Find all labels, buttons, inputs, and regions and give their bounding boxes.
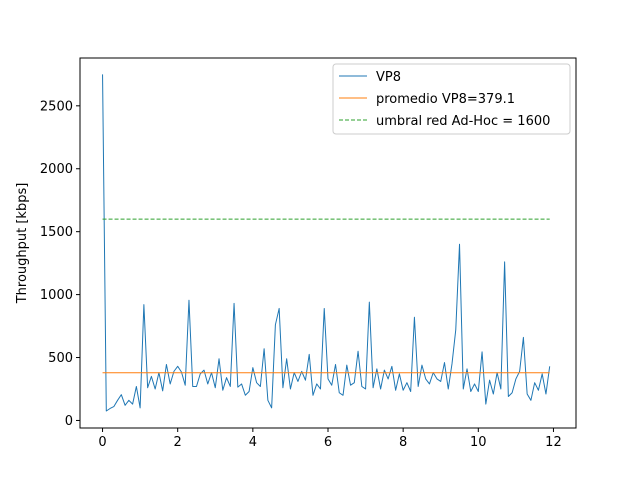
legend-entry-vp8-label: VP8 bbox=[376, 70, 401, 85]
series-vp8-line bbox=[102, 74, 551, 412]
y-axis-label: Throughput [kbps] bbox=[15, 183, 30, 305]
series-layer bbox=[102, 74, 551, 412]
legend-entry-threshold-label: umbral red Ad-Hoc = 1600 bbox=[376, 114, 550, 129]
legend: VP8 promedio VP8=379.1 umbral red Ad-Hoc =… bbox=[332, 63, 571, 135]
x-tick-label: 12 bbox=[545, 435, 562, 450]
y-axis: 0 500 1000 1500 2000 2500 bbox=[40, 99, 80, 429]
y-tick-label: 0 bbox=[65, 414, 73, 429]
x-tick-label: 6 bbox=[324, 435, 332, 450]
x-axis: 0 2 4 6 8 10 12 bbox=[98, 428, 562, 450]
legend-box bbox=[332, 63, 571, 135]
x-tick-label: 0 bbox=[98, 435, 106, 450]
y-tick-label: 1500 bbox=[40, 225, 73, 240]
x-tick-label: 4 bbox=[249, 435, 257, 450]
legend-entry-mean-label: promedio VP8=379.1 bbox=[376, 92, 515, 107]
y-tick-label: 1000 bbox=[40, 288, 73, 303]
y-tick-label: 2500 bbox=[40, 99, 73, 114]
x-tick-label: 2 bbox=[174, 435, 182, 450]
x-tick-label: 10 bbox=[470, 435, 487, 450]
x-tick-label: 8 bbox=[399, 435, 407, 450]
y-tick-label: 500 bbox=[48, 351, 73, 366]
y-tick-label: 2000 bbox=[40, 162, 73, 177]
